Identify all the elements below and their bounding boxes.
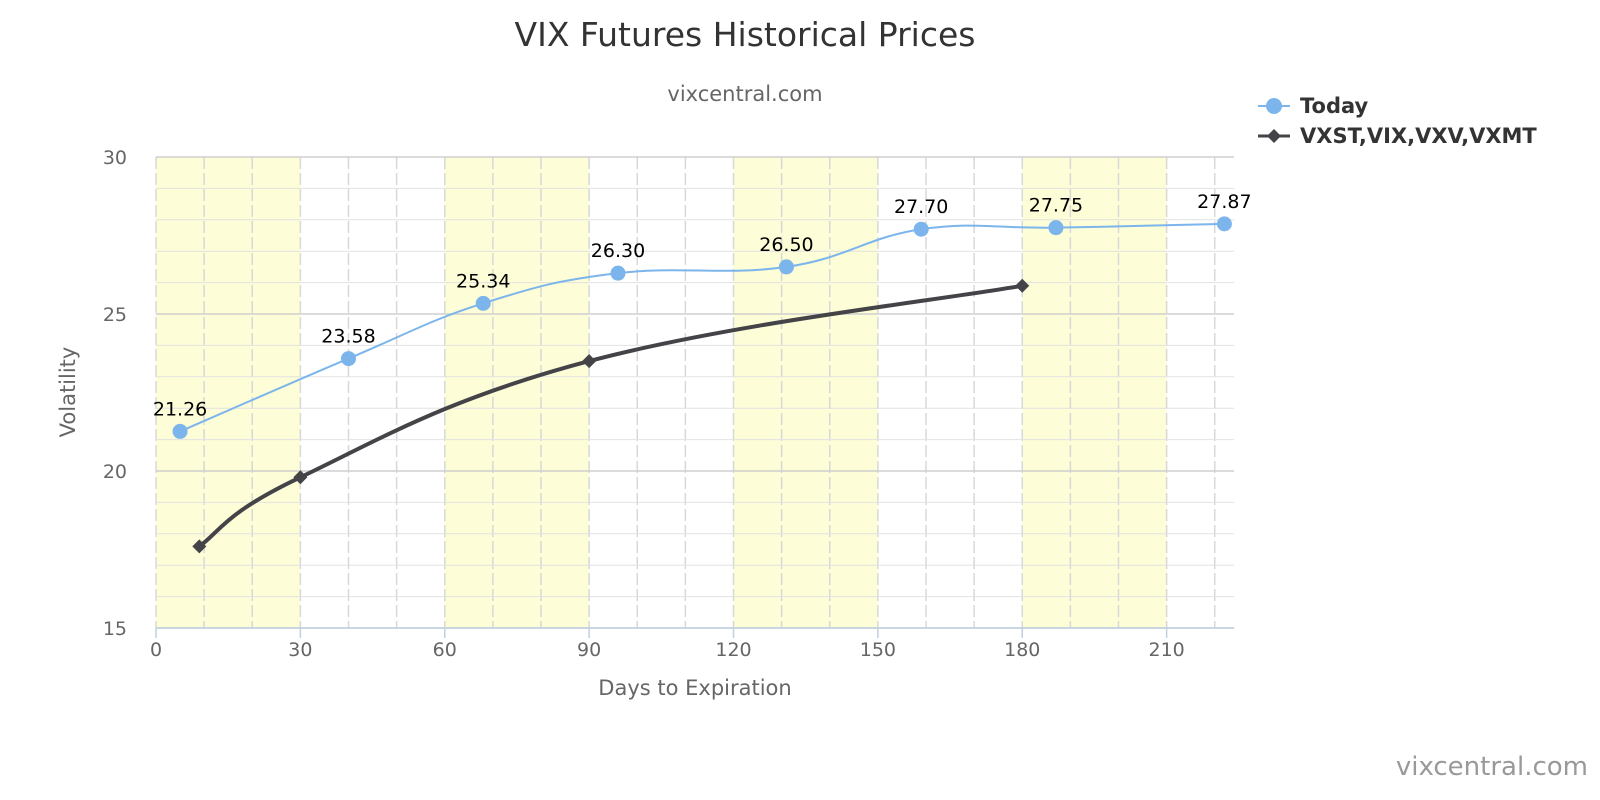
y-tick-label: 30 bbox=[103, 147, 127, 169]
data-label-today: 23.58 bbox=[321, 326, 375, 348]
data-point-today bbox=[778, 259, 794, 275]
shaded-band bbox=[444, 157, 590, 628]
x-tick-label: 90 bbox=[577, 639, 601, 661]
data-label-today: 21.26 bbox=[153, 398, 207, 420]
legend-item-term-structure[interactable]: VXST,VIX,VXV,VXMT bbox=[1258, 124, 1537, 148]
data-label-today: 27.75 bbox=[1029, 195, 1083, 217]
legend-marker-term-structure bbox=[1267, 129, 1281, 143]
data-point-today bbox=[913, 221, 929, 237]
x-tick-label: 210 bbox=[1148, 639, 1184, 661]
data-point-today bbox=[610, 265, 626, 281]
data-label-today: 26.50 bbox=[759, 234, 813, 256]
x-tick-label: 30 bbox=[288, 639, 312, 661]
data-label-today: 26.30 bbox=[591, 240, 645, 262]
legend-item-today[interactable]: Today bbox=[1258, 94, 1369, 118]
x-tick-label: 0 bbox=[150, 639, 162, 661]
credits[interactable]: vixcentral.com bbox=[1396, 752, 1588, 782]
data-point-today bbox=[341, 351, 356, 367]
series-layer bbox=[172, 216, 1232, 554]
data-point-term-structure bbox=[192, 539, 207, 554]
data-label-today: 27.87 bbox=[1197, 191, 1251, 213]
shaded-band bbox=[156, 157, 301, 628]
data-label-today: 27.70 bbox=[894, 196, 948, 218]
data-label-today: 25.34 bbox=[456, 270, 510, 292]
data-point-today bbox=[172, 423, 188, 439]
series-line-term-structure bbox=[198, 283, 1023, 549]
y-tick-label: 20 bbox=[103, 461, 127, 483]
data-labels: 21.26 23.58 25.34 26.30 26.50 27.70 27.75 27.87 bbox=[153, 191, 1252, 421]
y-axis-title: Volatility bbox=[56, 347, 80, 438]
legend-label-term-structure: VXST,VIX,VXV,VXMT bbox=[1300, 124, 1537, 148]
data-point-today bbox=[1048, 220, 1064, 236]
shaded-band bbox=[1022, 157, 1167, 628]
legend: Today VXST,VIX,VXV,VXMT bbox=[1258, 94, 1537, 148]
chart-subtitle: vixcentral.com bbox=[667, 82, 822, 106]
shaded-band bbox=[733, 157, 878, 628]
data-point-term-structure bbox=[293, 470, 308, 485]
shaded-bands bbox=[156, 157, 1167, 628]
x-axis-title: Days to Expiration bbox=[598, 676, 791, 700]
x-tick-label: 60 bbox=[433, 639, 457, 661]
data-point-term-structure bbox=[1015, 278, 1030, 293]
axes: 0 30 60 90 120 150 180 210 15 20 25 30 bbox=[103, 147, 1234, 661]
grid-lines bbox=[155, 156, 1234, 629]
data-point-today bbox=[1216, 216, 1232, 232]
data-point-term-structure bbox=[582, 354, 597, 369]
data-point-today bbox=[475, 295, 491, 311]
legend-label-today: Today bbox=[1300, 94, 1369, 118]
y-tick-label: 15 bbox=[103, 618, 127, 640]
legend-marker-today bbox=[1266, 98, 1282, 114]
y-tick-label: 25 bbox=[103, 304, 127, 326]
x-tick-label: 180 bbox=[1004, 639, 1040, 661]
chart-title: VIX Futures Historical Prices bbox=[515, 15, 976, 54]
x-tick-label: 150 bbox=[860, 639, 896, 661]
x-tick-label: 120 bbox=[715, 639, 751, 661]
